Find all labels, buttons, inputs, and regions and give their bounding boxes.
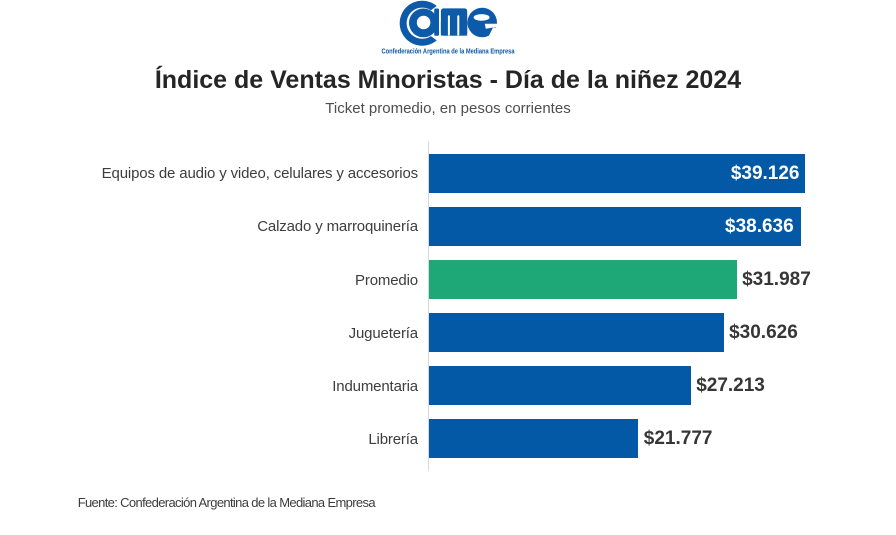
svg-text:Confederación Argentina de la: Confederación Argentina de la Mediana Em… (382, 46, 516, 55)
